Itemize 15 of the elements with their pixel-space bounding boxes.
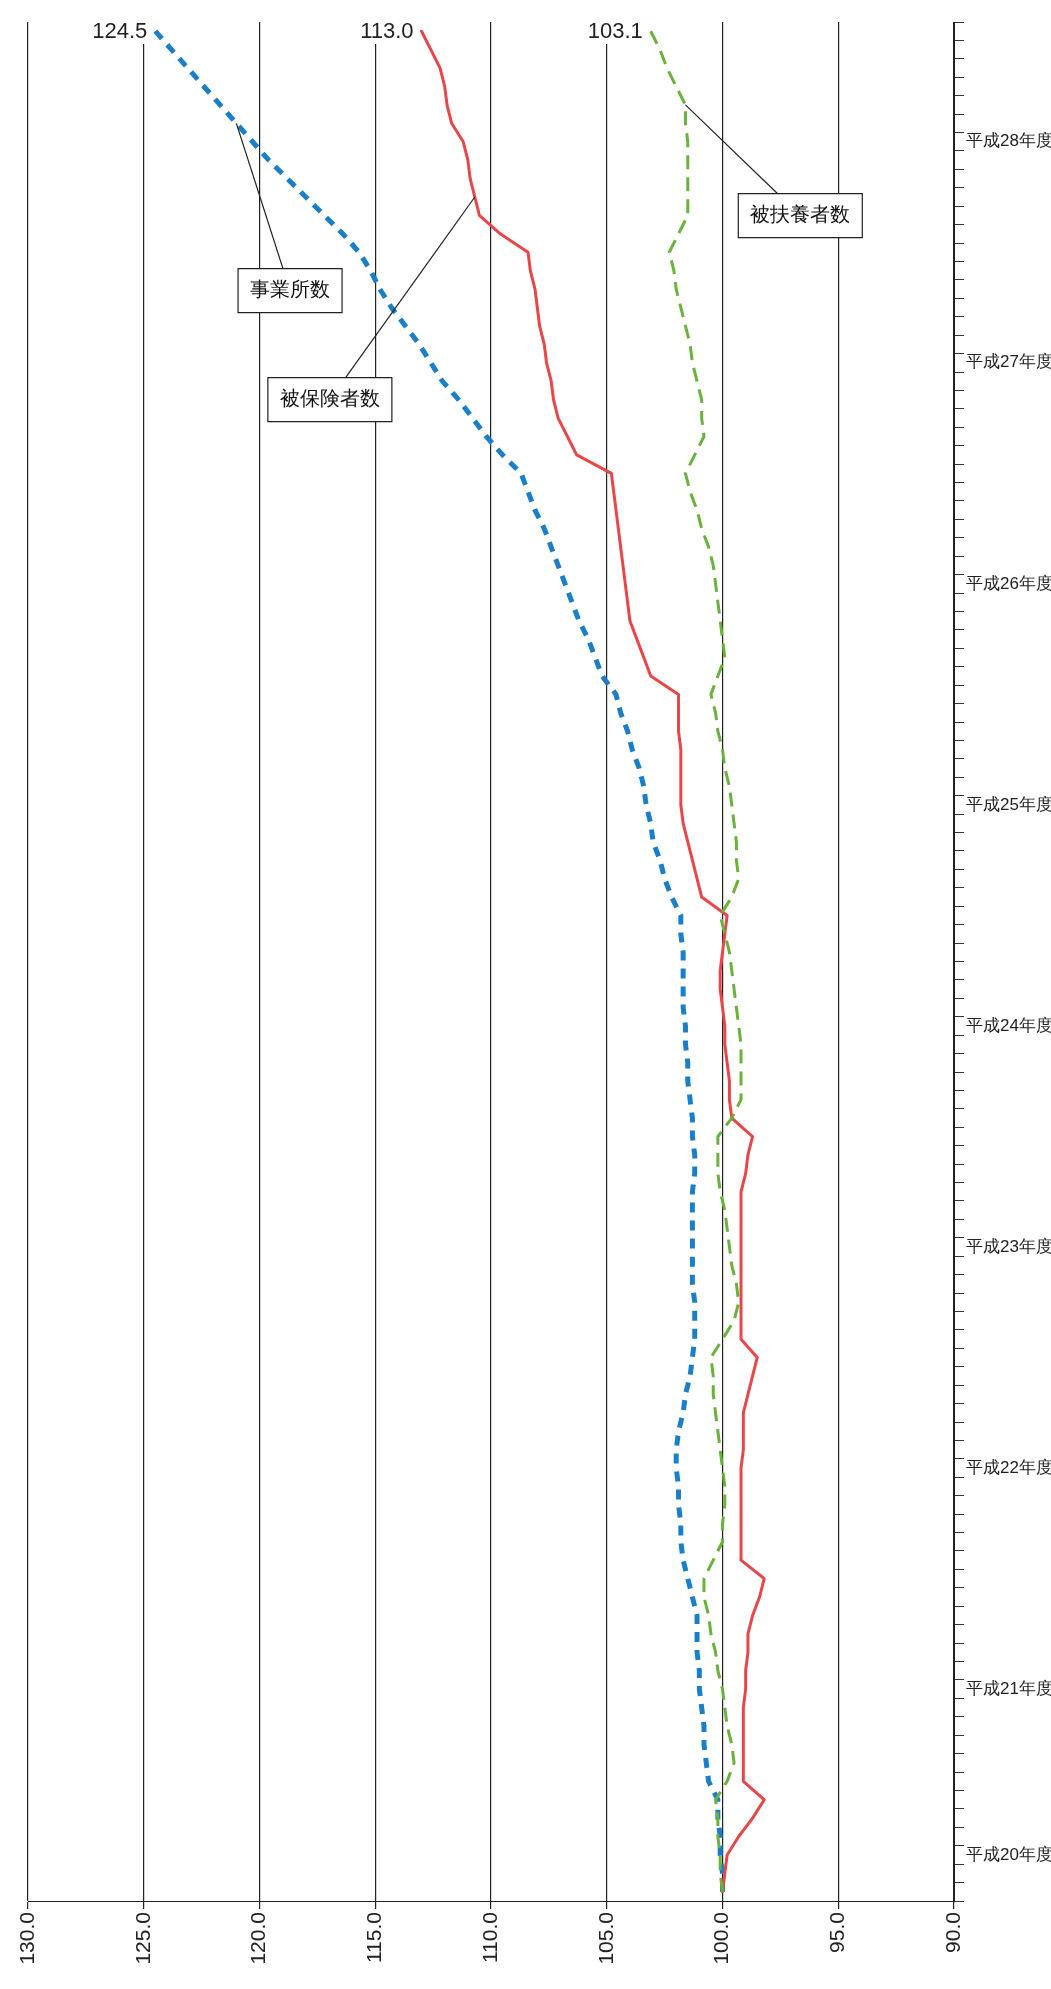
x-tick-label: 90.0 [940, 1912, 964, 1953]
text: 被保険者数 [279, 387, 380, 410]
x-tick-label: 95.0 [825, 1912, 849, 1953]
series-label: 事業所数 [250, 278, 331, 301]
annotation: 103.1 [587, 18, 643, 44]
x-tick-label: 125.0 [130, 1912, 154, 1965]
x-tick-label: 100.0 [709, 1912, 733, 1965]
x-tick-label: 130.0 [14, 1912, 38, 1965]
x-tick-label: 105.0 [593, 1912, 617, 1965]
x-tick-label: 120.0 [246, 1912, 270, 1965]
text: 被扶養者数 [750, 203, 851, 226]
x-tick-label: 115.0 [362, 1912, 386, 1963]
annotation: 113.0 [360, 18, 414, 44]
x-tick-label: 110.0 [477, 1912, 501, 1963]
annotation: 124.5 [92, 18, 148, 44]
